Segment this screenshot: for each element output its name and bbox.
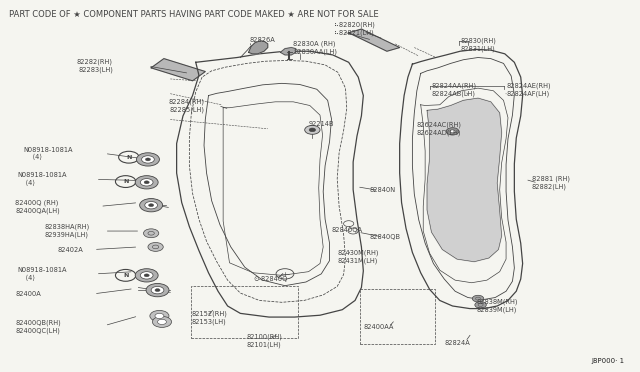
Circle shape [450,130,455,133]
Polygon shape [248,41,268,54]
Circle shape [144,181,149,184]
Text: 82100(RH)
82101(LH): 82100(RH) 82101(LH) [246,333,283,347]
Polygon shape [427,98,502,262]
Text: 82402A: 82402A [58,247,83,253]
Circle shape [143,229,159,238]
Text: ⊙-82840Q: ⊙-82840Q [253,276,287,282]
Text: 82400QB(RH)
82400QC(LH): 82400QB(RH) 82400QC(LH) [15,320,61,334]
Circle shape [141,156,154,163]
Circle shape [140,179,153,186]
Text: 82152(RH)
82153(LH): 82152(RH) 82153(LH) [191,311,227,326]
Circle shape [144,274,149,277]
Text: 82624AC(RH)
82624AD(LH): 82624AC(RH) 82624AD(LH) [417,122,462,136]
Text: N: N [123,179,129,184]
Circle shape [151,286,164,294]
Text: 82830A (RH)
82830AA(LH): 82830A (RH) 82830AA(LH) [293,40,337,55]
Text: N: N [126,155,132,160]
Circle shape [155,313,164,318]
Circle shape [157,319,166,324]
Circle shape [150,310,169,321]
Text: N08918-1081A
    ⟨4⟩: N08918-1081A ⟨4⟩ [17,173,67,186]
Bar [191,286,298,338]
Text: 92214B: 92214B [308,121,334,127]
Text: 82824AE(RH)
82824AF(LH): 82824AE(RH) 82824AF(LH) [506,82,550,96]
Circle shape [146,283,169,297]
Circle shape [155,289,160,292]
Circle shape [145,158,150,161]
Text: 82840N: 82840N [370,187,396,193]
Circle shape [136,153,159,166]
Text: 82838HA(RH)
82939HA(LH): 82838HA(RH) 82939HA(LH) [45,224,90,238]
Circle shape [148,243,163,251]
Circle shape [148,204,154,207]
Text: 82824AA(RH)
82824AB(LH): 82824AA(RH) 82824AB(LH) [431,82,477,96]
Text: 82824A: 82824A [444,340,470,346]
Circle shape [140,272,153,279]
Circle shape [135,269,158,282]
Circle shape [475,302,486,308]
Text: 82838M(RH)
82839M(LH): 82838M(RH) 82839M(LH) [476,299,518,313]
Bar [360,289,435,344]
Text: N: N [123,273,129,278]
Text: 82282(RH)
82283(LH): 82282(RH) 82283(LH) [77,59,113,73]
Circle shape [135,176,158,189]
Text: 82284(RH)
82285(LH): 82284(RH) 82285(LH) [168,98,204,113]
Circle shape [309,128,316,132]
Text: 82400AA: 82400AA [364,324,394,330]
Circle shape [140,199,163,212]
Polygon shape [349,29,399,51]
Text: 82830(RH)
82831(LH): 82830(RH) 82831(LH) [460,38,496,52]
Text: N08918-1081A
    ⟨4⟩: N08918-1081A ⟨4⟩ [17,267,67,281]
Circle shape [446,128,459,135]
Text: PART CODE OF ★ COMPONENT PARTS HAVING PART CODE MAKED ★ ARE NOT FOR SALE: PART CODE OF ★ COMPONENT PARTS HAVING PA… [9,10,379,19]
Text: 82881 (RH)
82882(LH): 82881 (RH) 82882(LH) [532,176,570,190]
Circle shape [145,202,157,209]
Text: J8P000· 1: J8P000· 1 [591,358,625,364]
Text: 82840QA: 82840QA [332,227,362,232]
Text: 82430M(RH)
82431M(LH): 82430M(RH) 82431M(LH) [338,250,380,264]
Text: ⠦82820(RH)
⠦82821(LH): ⠦82820(RH) ⠦82821(LH) [334,22,375,36]
Text: 82840QB: 82840QB [370,234,401,240]
Text: 82826A: 82826A [250,37,276,43]
Circle shape [472,295,484,302]
Circle shape [152,316,172,327]
Polygon shape [280,48,296,55]
Text: 82400Q (RH)
82400QA(LH): 82400Q (RH) 82400QA(LH) [15,199,60,214]
Text: N08918-1081A
    ⟨4⟩: N08918-1081A ⟨4⟩ [24,147,73,160]
Circle shape [305,125,320,134]
Polygon shape [151,59,205,81]
Text: 82400A: 82400A [15,291,41,297]
